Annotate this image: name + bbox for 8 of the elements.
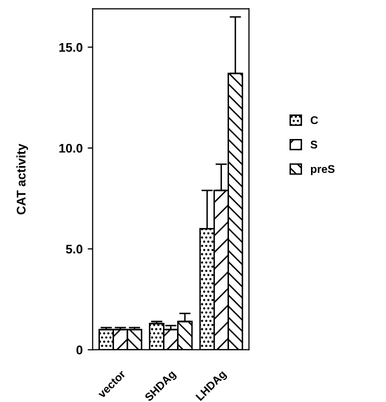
y-axis-title: CAT activity [16,144,28,214]
y-tick-label: 15.0 [59,42,82,52]
y-tick-label: 5.0 [66,244,82,254]
legend-label: S [310,140,318,149]
legend-label: C [310,116,318,124]
y-tick-label: 10.0 [59,144,82,153]
legend-label: preS [310,165,335,176]
y-tick-label: 0 [76,346,82,354]
